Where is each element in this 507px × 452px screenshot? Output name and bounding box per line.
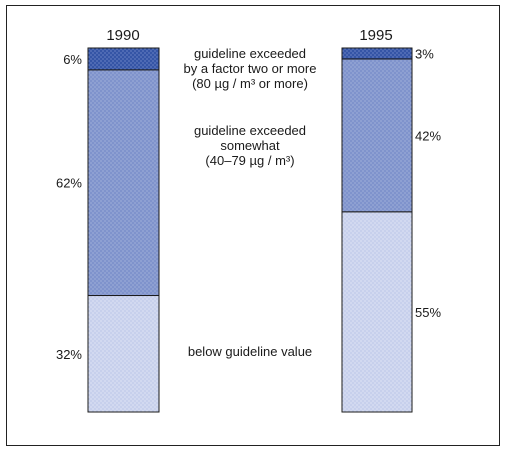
category-label-1990: 1990 xyxy=(106,27,139,44)
legend-high-line3: (80 µg / m³ or more) xyxy=(192,76,308,91)
legend-low-line1: below guideline value xyxy=(188,344,312,359)
value-label-1990-1: 62% xyxy=(56,176,82,191)
legend-mid-line2: somewhat xyxy=(220,138,280,153)
value-label-1995-2: 3% xyxy=(415,46,434,61)
bar-1995-segment-0 xyxy=(341,211,413,413)
bar-1990-segment-0 xyxy=(87,295,160,413)
legend-mid-line1: guideline exceeded xyxy=(194,123,306,138)
legend: guideline exceeded by a factor two or mo… xyxy=(184,46,317,359)
value-label-1990-2: 6% xyxy=(63,52,82,67)
bar-1990-segment-1 xyxy=(87,69,160,297)
legend-high-line1: guideline exceeded xyxy=(194,46,306,61)
value-label-1995-0: 55% xyxy=(415,305,441,320)
bar-1995-segment-1 xyxy=(341,58,413,213)
bar-1995-segment-2 xyxy=(341,47,413,60)
legend-high-line2: by a factor two or more xyxy=(184,61,317,76)
value-label-1995-1: 42% xyxy=(415,128,441,143)
bar-1990-segment-2 xyxy=(87,47,160,71)
legend-mid-line3: (40–79 µg / m³) xyxy=(205,153,294,168)
category-label-1995: 1995 xyxy=(359,27,392,44)
value-label-1990-0: 32% xyxy=(56,347,82,362)
